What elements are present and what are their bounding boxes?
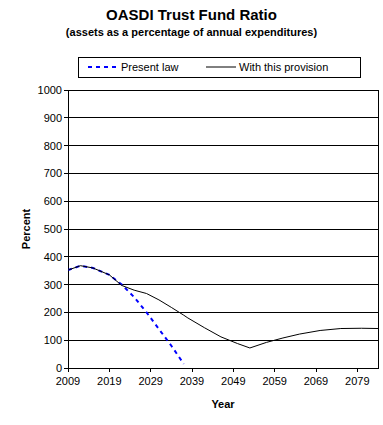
x-tick	[150, 368, 151, 372]
y-tick-label: 1000	[38, 84, 62, 96]
x-tick-label: 2079	[345, 375, 369, 387]
y-tick-label: 0	[56, 362, 62, 374]
grid-line	[68, 117, 378, 118]
x-tick	[233, 368, 234, 372]
x-tick-label: 2029	[138, 375, 162, 387]
y-tick	[64, 117, 68, 118]
y-tick-label: 800	[44, 140, 62, 152]
x-tick	[192, 368, 193, 372]
grid-line	[68, 312, 378, 313]
y-tick	[64, 201, 68, 202]
x-tick-label: 2039	[180, 375, 204, 387]
x-tick	[316, 368, 317, 372]
legend-label: Present law	[121, 61, 179, 73]
grid-line	[68, 229, 378, 230]
legend-label: With this provision	[239, 61, 328, 73]
y-tick	[64, 229, 68, 230]
grid-line	[68, 173, 378, 174]
y-axis-label: Percent	[20, 208, 32, 249]
plot-frame	[68, 90, 378, 368]
grid-line	[68, 340, 378, 341]
y-tick	[64, 368, 68, 369]
y-tick	[64, 312, 68, 313]
chart: OASDI Trust Fund Ratio (assets as a perce…	[0, 0, 383, 425]
series-line	[68, 266, 184, 364]
legend: Present law With this provision	[78, 57, 360, 77]
y-tick-label: 400	[44, 251, 62, 263]
legend-box	[78, 57, 360, 77]
y-tick-label: 200	[44, 306, 62, 318]
legend-swatch	[206, 67, 236, 68]
legend-swatch	[88, 66, 118, 68]
y-tick	[64, 90, 68, 91]
x-tick	[68, 368, 69, 372]
x-tick-label: 2059	[262, 375, 286, 387]
x-tick-label: 2019	[97, 375, 121, 387]
x-tick	[357, 368, 358, 372]
grid-line	[68, 256, 378, 257]
grid-line	[68, 145, 378, 146]
x-tick-label: 2009	[56, 375, 80, 387]
subtitle: (assets as a percentage of annual expend…	[66, 26, 318, 38]
series-line	[68, 266, 378, 348]
y-tick	[64, 256, 68, 257]
plot-area	[68, 266, 378, 364]
y-tick-label: 600	[44, 195, 62, 207]
x-tick-label: 2049	[221, 375, 245, 387]
y-tick	[64, 145, 68, 146]
y-tick	[64, 340, 68, 341]
title: OASDI Trust Fund Ratio	[106, 6, 277, 23]
y-tick	[64, 173, 68, 174]
y-tick-label: 700	[44, 167, 62, 179]
y-tick-label: 500	[44, 223, 62, 235]
y-tick-label: 100	[44, 334, 62, 346]
x-axis-label: Year	[211, 398, 235, 410]
x-tick	[109, 368, 110, 372]
x-tick	[274, 368, 275, 372]
y-tick	[64, 284, 68, 285]
y-tick-label: 900	[44, 112, 62, 124]
x-tick-label: 2069	[304, 375, 328, 387]
grid-line	[68, 284, 378, 285]
grid-line	[68, 201, 378, 202]
y-tick-label: 300	[44, 279, 62, 291]
